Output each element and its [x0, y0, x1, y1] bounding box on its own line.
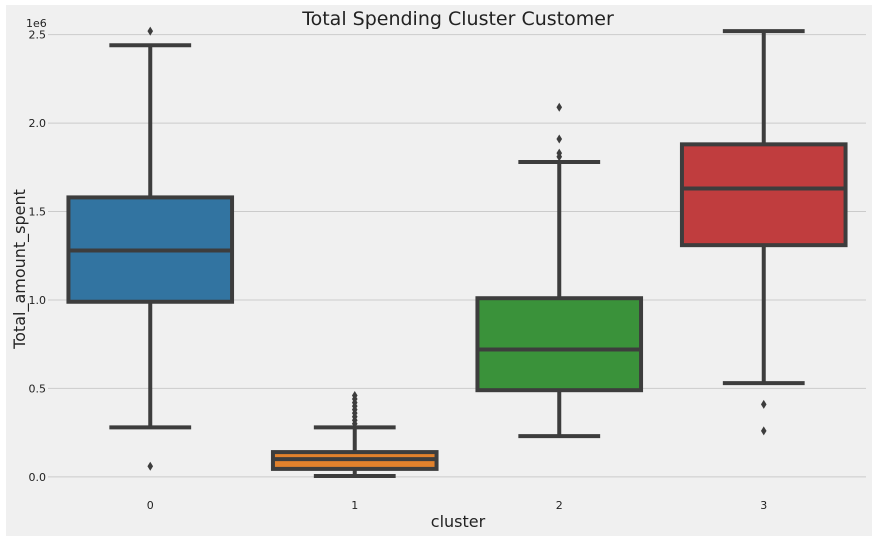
box-body	[475, 296, 644, 393]
box-cluster-1	[270, 390, 439, 478]
outlier-point	[556, 102, 563, 112]
y-tick-label: 0.5	[29, 382, 47, 395]
x-tick-label: 1	[351, 499, 358, 512]
outlier-point	[351, 390, 358, 400]
y-tick-label: 1.5	[29, 206, 47, 219]
y-offset-label: 1e6	[26, 17, 47, 30]
outlier-point	[556, 134, 563, 144]
box-cluster-3	[679, 29, 848, 436]
y-tick-label: 0.0	[29, 471, 47, 484]
outlier-point	[147, 461, 154, 471]
outlier-point	[760, 426, 767, 436]
x-axis-label: cluster	[431, 512, 486, 531]
tick-layer: 0.0 0.5 1.0 1.5 2.0 2.5 0 1 2 3	[29, 29, 768, 512]
outlier-point	[760, 399, 767, 409]
y-tick-label: 1.0	[29, 294, 47, 307]
outlier-point	[556, 148, 563, 158]
chart-title: Total Spending Cluster Customer	[301, 8, 614, 30]
box-layer	[66, 26, 848, 478]
x-tick-label: 0	[147, 499, 154, 512]
outlier-point	[147, 26, 154, 36]
x-tick-label: 3	[760, 499, 767, 512]
box-cluster-0	[66, 26, 235, 471]
y-tick-label: 2.5	[29, 29, 47, 42]
chart-figure: 0.0 0.5 1.0 1.5 2.0 2.5 0 1 2 3 Total Spending Cl…	[6, 5, 872, 536]
y-tick-label: 2.0	[29, 117, 47, 130]
box-body	[679, 142, 848, 248]
chart-svg: 0.0 0.5 1.0 1.5 2.0 2.5 0 1 2 3 Total Spending Cl…	[10, 8, 866, 531]
x-tick-label: 2	[556, 499, 563, 512]
y-axis-label: Total_amount_spent	[10, 189, 30, 350]
box-cluster-2	[475, 102, 644, 439]
